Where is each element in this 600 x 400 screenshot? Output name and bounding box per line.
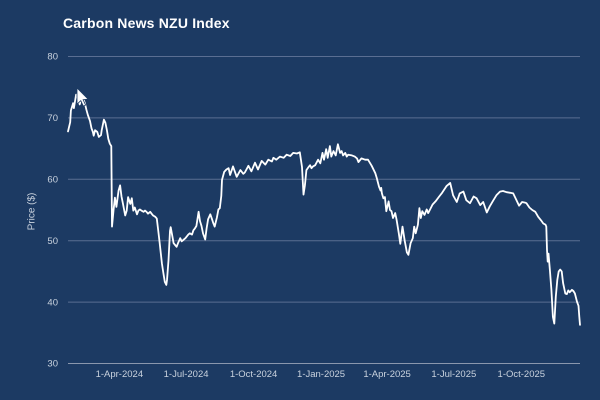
- x-tick-label: 1-Jul-2024: [164, 369, 209, 380]
- y-tick-label-30: 30: [47, 359, 58, 370]
- x-tick-label: 1-Oct-2025: [498, 369, 546, 380]
- y-tick-label-40: 40: [47, 297, 58, 308]
- x-tick-label: 1-Apr-2025: [363, 369, 411, 380]
- series-line-nzu-price: [67, 93, 581, 326]
- x-tick-label: 1-Jan-2025: [297, 369, 345, 380]
- y-tick-label-70: 70: [47, 113, 58, 124]
- mouse-cursor-icon: [76, 87, 90, 107]
- y-tick-label-80: 80: [47, 52, 58, 63]
- y-tick-label-60: 60: [47, 175, 58, 186]
- chart-title: Carbon News NZU Index: [63, 15, 230, 31]
- x-tick-label: 1-Oct-2024: [230, 369, 278, 380]
- y-tick-label-50: 50: [47, 236, 58, 247]
- x-tick-label: 1-Jul-2025: [431, 369, 476, 380]
- x-tick-label: 1-Apr-2024: [96, 369, 144, 380]
